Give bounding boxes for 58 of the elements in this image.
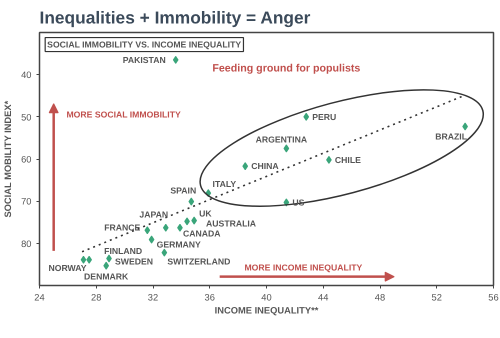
x-tick-label: 28 [91, 292, 102, 302]
x-tick-label: 56 [488, 292, 499, 302]
annotation: ITALY [212, 179, 236, 190]
annotation: CANADA [182, 228, 222, 239]
annotation: FRANCE [104, 222, 141, 232]
annotation: CHILE [334, 154, 362, 165]
annotation: PAKISTAN [122, 54, 166, 65]
x-tick-label: 44 [318, 292, 328, 302]
annotation: BRAZIL [435, 132, 468, 142]
point [284, 144, 290, 152]
point [162, 224, 169, 232]
point [103, 262, 110, 270]
point [184, 217, 190, 226]
point [303, 112, 310, 121]
text: SOCIAL IMMOBILITY VS. INCOME INEQUALITY [47, 40, 242, 50]
point [80, 256, 86, 264]
point [162, 248, 168, 257]
annotation: SPAIN [170, 186, 196, 196]
point [326, 156, 332, 164]
annotation: FINLAND [104, 246, 142, 256]
annotation: SWITZERLAND [167, 256, 230, 267]
y-axis-title: SOCIAL MOBILITY INDEX* [3, 100, 14, 218]
y-tick-label: 70 [21, 196, 32, 207]
x-tick-label: 36 [204, 292, 215, 302]
point [188, 198, 194, 206]
annotation: MORE INCOME INEQUALITY [244, 262, 363, 272]
annotation: SWEDEN [115, 256, 154, 267]
y-tick-label: 80 [21, 238, 32, 249]
point [177, 224, 183, 232]
y-tick-label: 40 [21, 70, 32, 80]
point [172, 56, 179, 64]
x-axis-title: INCOME INEQUALITY** [214, 306, 319, 316]
point [148, 236, 154, 244]
annotation: MORE SOCIAL IMMOBILITY [66, 110, 181, 120]
y-tick-label: 60 [21, 154, 32, 164]
x-tick-label: 40 [261, 292, 272, 302]
chart-title: Inequalities + Immobility = Anger [40, 8, 311, 28]
point [86, 256, 92, 264]
point [191, 216, 197, 225]
annotation: UK [199, 208, 212, 219]
x-tick-label: 32 [148, 292, 158, 302]
annotation: AUSTRALIA [206, 218, 257, 228]
point [144, 226, 150, 234]
point [106, 254, 112, 263]
point [462, 122, 468, 131]
annotation: GERMANY [156, 240, 202, 250]
annotation: CHINA [251, 161, 280, 172]
annotation: PERU [312, 112, 336, 122]
y-tick-label: 50 [21, 112, 32, 122]
point [242, 162, 248, 170]
x-tick-label: 24 [34, 292, 45, 302]
annotation: ARGENTINA [256, 134, 308, 144]
x-tick-label: 52 [432, 292, 442, 302]
annotation: DENMARK [84, 272, 130, 282]
annotation: NORWAY [48, 262, 87, 273]
x-tick-label: 48 [374, 292, 386, 302]
annotation: JAPAN [139, 210, 168, 220]
annotation: Feeding ground for populists [212, 62, 360, 74]
